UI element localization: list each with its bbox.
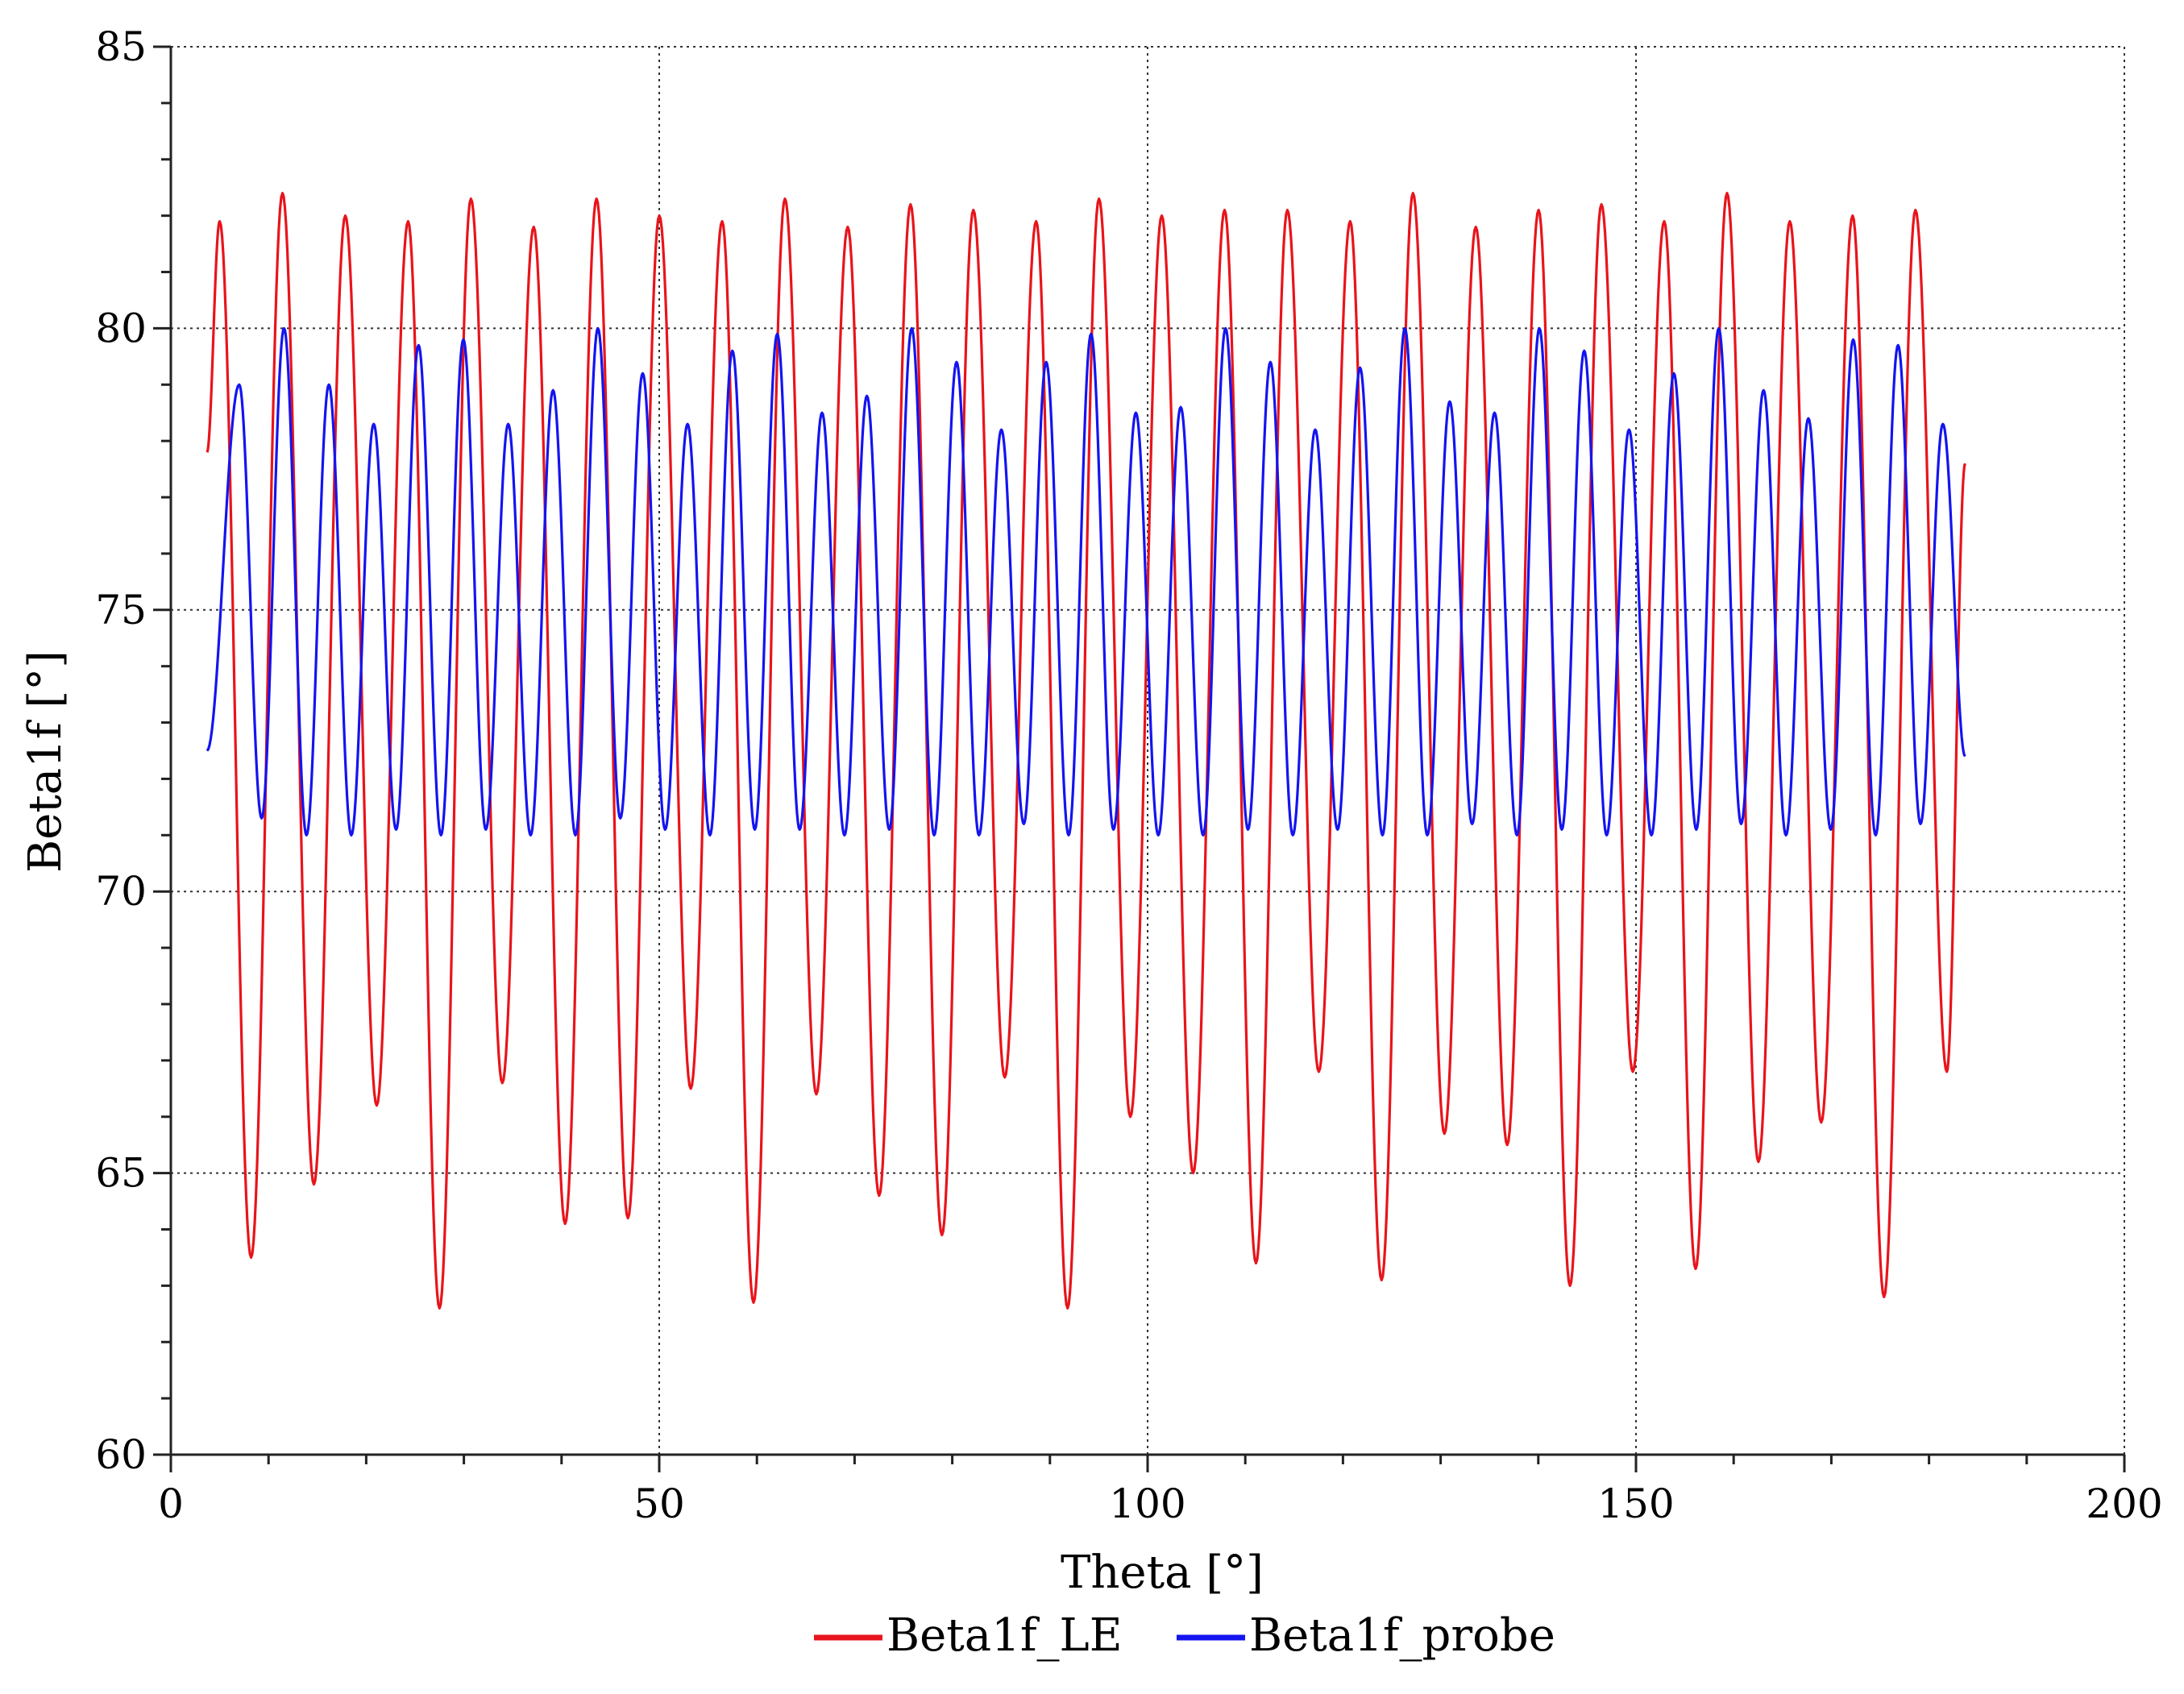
series-line-Beta1f_probe (206, 326, 1966, 837)
y-tick-label: 75 (95, 587, 147, 633)
legend: Beta1f_LE Beta1f_probe (814, 1609, 1555, 1662)
y-tick-label: 65 (95, 1150, 147, 1197)
y-tick-label: 85 (95, 23, 147, 70)
x-tick-label: 100 (1109, 1480, 1185, 1527)
x-tick-label: 200 (2086, 1480, 2162, 1527)
y-tick-label: 70 (95, 868, 147, 915)
series-group (206, 192, 1966, 1310)
x-axis-title: Theta [°] (1061, 1547, 1264, 1599)
y-tick-label: 80 (95, 305, 147, 351)
x-tick-label: 0 (158, 1480, 184, 1527)
legend-label: Beta1f_LE (886, 1609, 1123, 1662)
y-axis-title: Beta1f [°] (19, 650, 72, 873)
series-line-Beta1f_LE (206, 192, 1966, 1310)
x-tick-label: 50 (633, 1480, 685, 1527)
y-tick-label: 60 (95, 1431, 147, 1478)
x-tick-label: 150 (1597, 1480, 1674, 1527)
legend-label: Beta1f_probe (1249, 1609, 1555, 1662)
axes: 0 50 100 150 200 60 65 70 75 80 85 (95, 23, 2162, 1527)
